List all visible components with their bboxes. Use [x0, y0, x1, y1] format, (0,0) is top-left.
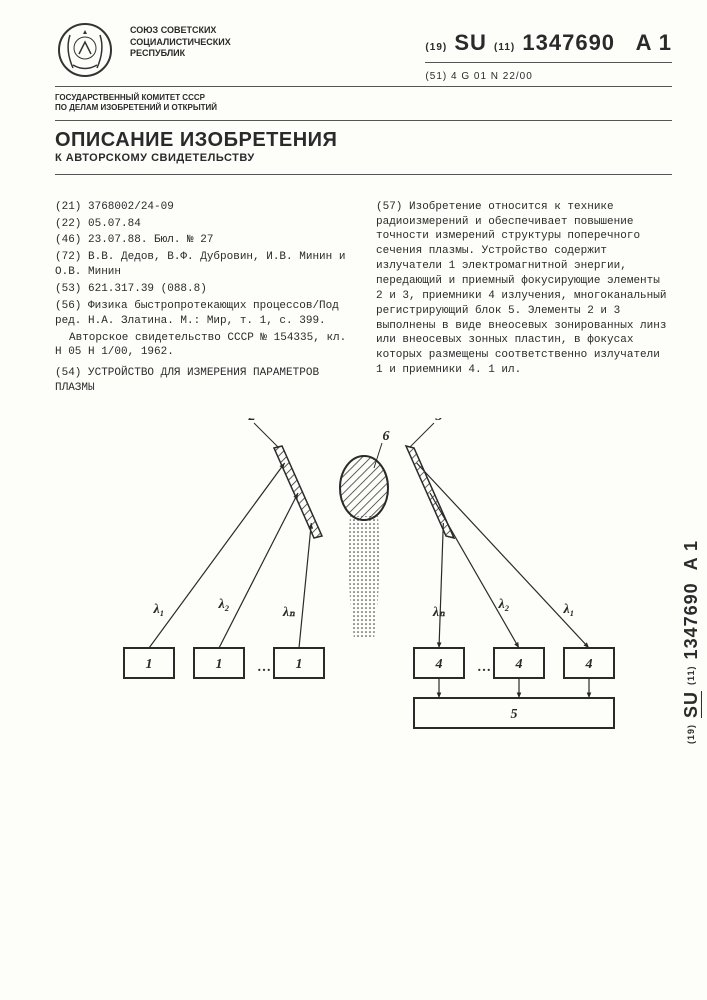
svg-text:4: 4 [584, 657, 592, 672]
union-line: СОЮЗ СОВЕТСКИХ [130, 25, 231, 37]
diagram-area: 1 1 1 … 4 4 4 … 5 2 3 6 λ₁ λ₂ λₙ λₙ λ₂ λ₁ [55, 418, 672, 748]
plasma-diagram: 1 1 1 … 4 4 4 … 5 2 3 6 λ₁ λ₂ λₙ λₙ λ₂ λ₁ [104, 418, 624, 748]
text-columns: (21) 3768002/24-09 (22) 05.07.84 (46) 23… [55, 200, 672, 398]
title-main: ОПИСАНИЕ ИЗОБРЕТЕНИЯ [55, 129, 672, 152]
patent-number: (19) SU (11) 1347690 A 1 [425, 30, 672, 56]
field-22: (22) 05.07.84 [55, 217, 351, 232]
field-21: (21) 3768002/24-09 [55, 200, 351, 215]
right-column: (57) Изобретение относится к технике рад… [376, 200, 672, 398]
field-72: (72) В.В. Дедов, В.Ф. Дубровин, И.В. Мин… [55, 250, 351, 280]
svg-text:…: … [477, 660, 491, 675]
field-46: (46) 23.07.88. Бюл. № 27 [55, 233, 351, 248]
svg-text:λ₂: λ₂ [497, 597, 509, 612]
left-column: (21) 3768002/24-09 (22) 05.07.84 (46) 23… [55, 200, 351, 398]
svg-text:3: 3 [434, 418, 442, 424]
svg-text:…: … [257, 660, 271, 675]
union-line: РЕСПУБЛИК [130, 48, 231, 60]
svg-text:λ₂: λ₂ [217, 597, 229, 612]
field-57: (57) Изобретение относится к технике рад… [376, 200, 672, 378]
committee-text: ГОСУДАРСТВЕННЫЙ КОМИТЕТ СССР ПО ДЕЛАМ ИЗ… [55, 93, 672, 114]
svg-text:1: 1 [295, 657, 302, 672]
soviet-emblem-icon [55, 20, 115, 80]
ipc-code: (51) 4 G 01 N 22/00 [425, 71, 672, 82]
header-row: СОЮЗ СОВЕТСКИХ СОЦИАЛИСТИЧЕСКИХ РЕСПУБЛИ… [55, 20, 672, 82]
svg-text:λₙ: λₙ [431, 605, 444, 620]
field-53: (53) 621.317.39 (088.8) [55, 282, 351, 297]
svg-text:λ₁: λ₁ [152, 602, 164, 617]
svg-text:6: 6 [382, 429, 389, 444]
union-text: СОЮЗ СОВЕТСКИХ СОЦИАЛИСТИЧЕСКИХ РЕСПУБЛИ… [130, 20, 231, 60]
divider [425, 62, 672, 63]
field-56b: Авторское свидетельство СССР № 154335, к… [55, 331, 351, 361]
svg-text:1: 1 [145, 657, 152, 672]
title-sub: К АВТОРСКОМУ СВИДЕТЕЛЬСТВУ [55, 152, 672, 164]
svg-text:4: 4 [514, 657, 522, 672]
field-54: (54) УСТРОЙСТВО ДЛЯ ИЗМЕРЕНИЯ ПАРАМЕТРОВ… [55, 366, 351, 396]
svg-text:4: 4 [434, 657, 442, 672]
divider [55, 120, 672, 121]
svg-text:1: 1 [215, 657, 222, 672]
patent-number-block: (19) SU (11) 1347690 A 1 (51) 4 G 01 N 2… [425, 20, 672, 82]
svg-text:2: 2 [247, 418, 255, 424]
svg-text:5: 5 [510, 707, 517, 722]
divider [55, 174, 672, 175]
svg-text:λ₁: λ₁ [562, 602, 574, 617]
svg-text:λₙ: λₙ [281, 605, 294, 620]
union-line: СОЦИАЛИСТИЧЕСКИХ [130, 37, 231, 49]
divider [55, 86, 672, 87]
side-patent-number: (19) SU (11) 1347690 A 1 [681, 540, 702, 744]
field-56: (56) Физика быстропротекающих процессов/… [55, 299, 351, 329]
